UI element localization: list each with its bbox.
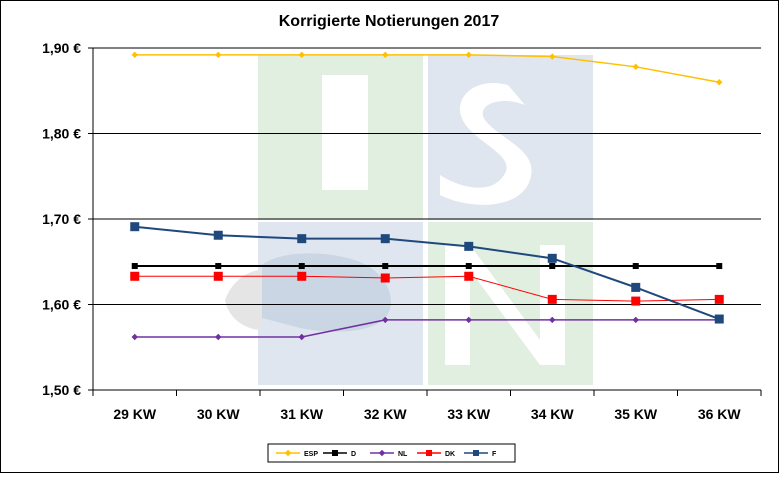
axes xyxy=(88,47,762,396)
data-point-nl xyxy=(465,316,472,324)
legend-marker-f xyxy=(473,450,479,456)
x-tick-labels: 29 KW 30 KW 31 KW 32 KW 33 KW 34 KW 35 KW 36 KW xyxy=(113,406,741,422)
legend-label-dk: DK xyxy=(445,451,455,458)
y-tick-labels: 1,50 € 1,60 € 1,70 € 1,80 € 1,90 € xyxy=(42,40,81,398)
data-point-d xyxy=(298,263,305,270)
data-point-d xyxy=(632,263,639,270)
data-point-d xyxy=(465,263,472,270)
y-tick-label: 1,70 € xyxy=(42,211,81,227)
series-line-f xyxy=(134,225,720,320)
legend-label-f: F xyxy=(492,451,497,458)
data-point-esp xyxy=(632,63,639,71)
series-markers xyxy=(130,51,724,341)
data-point-dk xyxy=(631,296,641,306)
y-tick-label: 1,50 € xyxy=(42,382,81,398)
series-line-esp xyxy=(134,54,720,83)
data-point-nl xyxy=(382,316,389,324)
legend-marker-nl xyxy=(378,449,386,457)
gridlines xyxy=(93,47,761,305)
data-point-nl xyxy=(549,316,556,324)
data-point-f xyxy=(631,282,641,292)
data-point-f xyxy=(130,222,140,232)
data-point-nl xyxy=(131,333,138,341)
legend-label-nl: NL xyxy=(398,451,408,458)
data-point-nl xyxy=(632,316,639,324)
y-tick-label: 1,90 € xyxy=(42,40,81,56)
legend-marker-d xyxy=(332,450,338,456)
data-point-dk xyxy=(380,273,390,283)
x-tick-label: 32 KW xyxy=(364,406,408,422)
series-line-dk xyxy=(134,275,720,302)
legend: ESP D NL DK F xyxy=(267,443,516,463)
data-point-f xyxy=(714,314,724,324)
data-point-dk xyxy=(714,294,724,304)
data-point-f xyxy=(547,253,557,263)
x-tick-label: 30 KW xyxy=(197,406,241,422)
data-point-f xyxy=(213,230,223,240)
data-point-d xyxy=(131,263,138,270)
y-tick-label: 1,80 € xyxy=(42,126,81,142)
data-point-esp xyxy=(382,51,389,59)
data-point-d xyxy=(549,263,556,270)
x-tick-label: 34 KW xyxy=(531,406,575,422)
legend-label-esp: ESP xyxy=(304,451,318,458)
data-point-esp xyxy=(131,51,138,59)
data-point-dk xyxy=(213,271,223,281)
data-point-f xyxy=(464,241,474,251)
data-point-esp xyxy=(549,53,556,60)
x-tick-label: 31 KW xyxy=(280,406,324,422)
chart-title: Korrigierte Notierungen 2017 xyxy=(279,13,500,30)
data-point-nl xyxy=(298,333,305,341)
series-line-nl xyxy=(134,319,720,338)
data-point-f xyxy=(380,234,390,244)
data-point-esp xyxy=(215,51,222,59)
data-point-d xyxy=(382,263,389,270)
y-tick-label: 1,60 € xyxy=(42,297,81,313)
data-point-d xyxy=(716,263,723,270)
x-tick-label: 29 KW xyxy=(113,406,157,422)
data-point-esp xyxy=(298,51,305,59)
legend-label-d: D xyxy=(351,451,356,458)
data-point-d xyxy=(215,263,222,270)
series-lines xyxy=(134,54,720,338)
x-tick-label: 36 KW xyxy=(698,406,742,422)
legend-marker-esp xyxy=(284,449,292,457)
data-point-dk xyxy=(130,271,140,281)
data-point-esp xyxy=(716,79,723,86)
data-point-esp xyxy=(465,51,472,59)
data-point-dk xyxy=(297,271,307,281)
data-point-dk xyxy=(547,294,557,304)
legend-marker-dk xyxy=(426,450,432,456)
x-tick-label: 33 KW xyxy=(447,406,491,422)
data-point-nl xyxy=(215,333,222,341)
isn-watermark-logo xyxy=(225,55,593,385)
data-point-dk xyxy=(464,271,474,281)
data-point-f xyxy=(297,234,307,244)
x-tick-label: 35 KW xyxy=(614,406,658,422)
